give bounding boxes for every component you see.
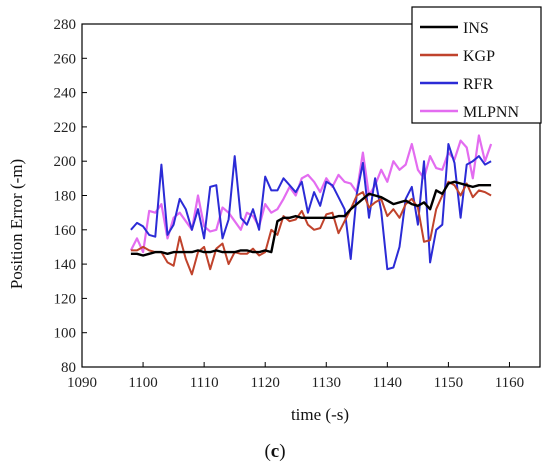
y-tick-label: 80 bbox=[61, 360, 76, 376]
y-tick-label: 200 bbox=[54, 154, 77, 170]
y-tick-label: 160 bbox=[54, 223, 77, 239]
series-line-mlpnn bbox=[129, 134, 493, 254]
x-tick-label: 1110 bbox=[190, 375, 219, 391]
legend-label-ins: INS bbox=[463, 20, 489, 37]
legend-label-rfr: RFR bbox=[463, 76, 494, 93]
y-tick-label: 120 bbox=[54, 291, 77, 307]
series-line-ins bbox=[130, 180, 492, 257]
y-tick-label: 240 bbox=[54, 86, 77, 102]
series-lines bbox=[129, 134, 493, 276]
x-tick-label: 1130 bbox=[312, 375, 341, 391]
y-tick-label: 140 bbox=[54, 257, 77, 273]
x-tick-label: 1150 bbox=[434, 375, 463, 391]
legend-label-mlpnn: MLPNN bbox=[463, 104, 519, 121]
panel-letter: c bbox=[270, 441, 280, 462]
x-tick-label: 1120 bbox=[250, 375, 279, 391]
y-tick-label: 100 bbox=[54, 326, 77, 342]
y-tick-label: 280 bbox=[54, 17, 77, 33]
legend: INS KGP RFR MLPNN bbox=[411, 6, 542, 124]
x-tick-label: 1160 bbox=[495, 375, 524, 391]
x-tick-label: 1140 bbox=[373, 375, 402, 391]
series-line-rfr bbox=[130, 143, 492, 271]
x-tick-label: 1090 bbox=[67, 375, 97, 391]
y-axis-title: Position Error (-m) bbox=[7, 159, 26, 289]
series-line-kgp bbox=[130, 180, 492, 276]
y-tick-label: 220 bbox=[54, 120, 77, 136]
x-axis-title: time (-s) bbox=[291, 405, 349, 424]
legend-label-kgp: KGP bbox=[463, 48, 495, 65]
x-tick-label: 1100 bbox=[128, 375, 157, 391]
panel-label: (c) bbox=[264, 441, 286, 462]
line-chart: 1090 1100 1110 1120 1130 1140 1150 1160 80 100 120… bbox=[7, 6, 542, 424]
y-tick-label: 260 bbox=[54, 51, 77, 67]
axis-ticks: 1090 1100 1110 1120 1130 1140 1150 1160 80 100 120… bbox=[54, 17, 525, 391]
y-tick-label: 180 bbox=[54, 189, 77, 205]
